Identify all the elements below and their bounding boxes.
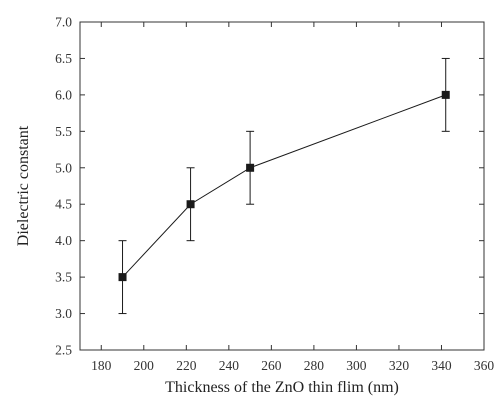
y-tick-label: 6.0: [55, 87, 72, 102]
y-tick-label: 5.5: [55, 124, 72, 139]
y-tick-label: 7.0: [55, 15, 72, 30]
x-tick-label: 240: [219, 358, 240, 373]
x-tick-label: 280: [304, 358, 325, 373]
x-tick-label: 340: [431, 358, 452, 373]
y-tick-label: 4.0: [55, 233, 72, 248]
x-axis-title: Thickness of the ZnO thin flim (nm): [165, 379, 399, 396]
x-tick-label: 220: [176, 358, 197, 373]
series-line: [122, 94, 446, 278]
x-tick-label: 360: [474, 358, 495, 373]
x-tick-label: 180: [91, 358, 112, 373]
x-axis-ticks: [100, 22, 485, 350]
x-tick-label: 260: [261, 358, 282, 373]
y-tick-label: 4.5: [55, 197, 72, 212]
x-axis-tick-labels: 180 200 220 240 260 280 300 320 340 360: [91, 358, 494, 373]
data-series: [118, 57, 450, 315]
y-tick-label: 2.5: [55, 343, 72, 358]
plot-frame: [79, 21, 485, 351]
data-point: [186, 200, 195, 209]
y-tick-label: 3.0: [55, 306, 72, 321]
y-axis-tick-labels: 2.5 3.0 3.5 4.0 4.5 5.0 5.5 6.0 6.5 7.0: [55, 15, 72, 358]
y-tick-label: 5.0: [55, 160, 72, 175]
data-point: [441, 90, 450, 99]
data-point: [118, 273, 127, 282]
x-tick-label: 300: [346, 358, 367, 373]
x-tick-label: 200: [134, 358, 155, 373]
data-point: [246, 163, 255, 172]
y-axis-title: Dielectric constant: [15, 125, 32, 246]
y-tick-label: 3.5: [55, 270, 72, 285]
x-tick-label: 320: [389, 358, 410, 373]
y-tick-label: 6.5: [55, 51, 72, 66]
y-axis-ticks: [80, 21, 484, 351]
